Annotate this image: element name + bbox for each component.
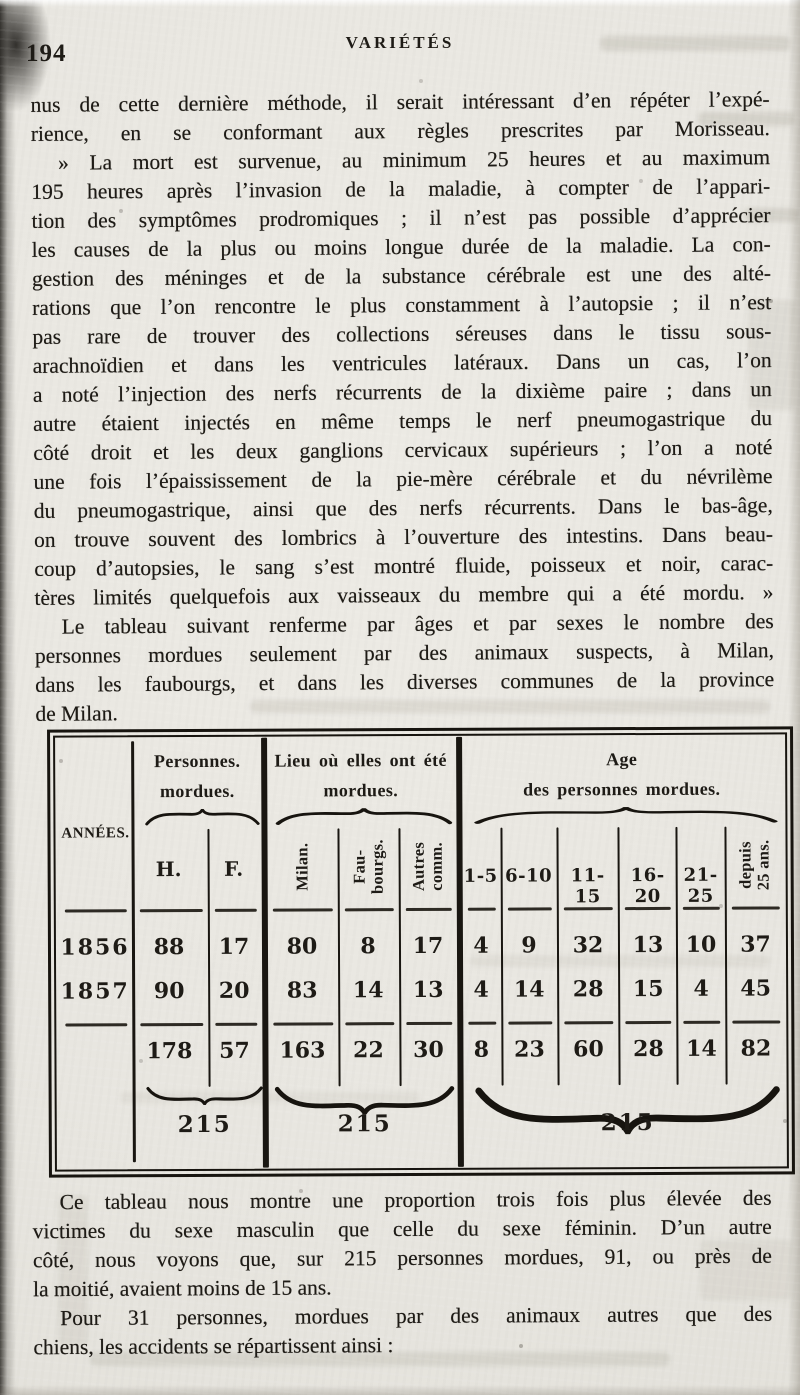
table-vertical-rule xyxy=(500,827,504,1086)
table-dash-rule xyxy=(65,1023,128,1027)
table-dash-rule xyxy=(731,906,780,910)
table-vertical-rule xyxy=(337,828,341,1087)
paragraph: Ce tableau nous montre une proportion tr… xyxy=(32,1184,772,1305)
bleed-artifact xyxy=(250,700,770,713)
text-line: Pour 31 personnes, mordues par des anima… xyxy=(60,1301,773,1331)
body-text-lower: Ce tableau nous montre une proportion tr… xyxy=(32,1184,773,1363)
table-vertical-rule xyxy=(131,741,136,1163)
table-vertical-rule xyxy=(556,827,560,1086)
paragraph: Pour 31 personnes, mordues par des anima… xyxy=(33,1300,772,1363)
paragraph: Le tableau suivant renferme par âges et … xyxy=(35,607,775,729)
text-line: côté, nous voyons que, sur 215 personnes… xyxy=(32,1243,772,1273)
brace-under-icon xyxy=(473,1083,783,1139)
bleed-artifact xyxy=(600,36,790,51)
table-vertical-rule xyxy=(398,828,402,1087)
text-line: dans les faubourgs, et dans les diverses… xyxy=(35,667,775,697)
bleed-artifact xyxy=(58,1195,88,1345)
text-line: Ce tableau nous montre une proportion tr… xyxy=(59,1185,772,1215)
table-dash-rule xyxy=(405,907,452,912)
scan-corner-shadow xyxy=(0,0,66,140)
scan-edge-top xyxy=(0,0,800,7)
table-vertical-rule xyxy=(456,736,464,1167)
brace-over-icon xyxy=(274,807,453,826)
table-dash-rule xyxy=(215,1022,258,1026)
table-dash-rule xyxy=(272,908,333,912)
bleed-artifact xyxy=(700,1240,792,1300)
bleed-artifact xyxy=(90,1352,670,1366)
table-dash-rule xyxy=(140,1022,204,1027)
table-vertical-rule xyxy=(724,826,728,1085)
statistics-table: ANNÉES. Personnes. mordues. Lieu où elle… xyxy=(47,726,795,1178)
table-dash-rule xyxy=(507,907,552,911)
table-dash-rule xyxy=(467,907,496,911)
table-dash-rule xyxy=(732,1020,781,1024)
scan-edge-left xyxy=(0,0,16,1395)
table-vertical-rule xyxy=(675,826,679,1085)
body-text-upper: nus de cette dernière méthode, il serait… xyxy=(31,85,775,729)
table-vertical-rule xyxy=(207,828,211,1087)
table-vertical-rule xyxy=(617,827,621,1086)
bleed-artifact xyxy=(698,112,794,126)
bleed-artifact xyxy=(744,208,798,222)
table-dash-rule xyxy=(139,908,203,913)
paragraph: » La mort est survenue, au minimum 25 he… xyxy=(31,143,774,613)
scan-edge-bottom xyxy=(0,1385,800,1395)
table-dash-rule xyxy=(508,1021,553,1025)
table-dash-rule xyxy=(345,1022,395,1026)
table-dash-rule xyxy=(563,907,613,911)
table-dash-rule xyxy=(406,1021,453,1026)
table-rules xyxy=(47,726,795,1177)
paper-specks xyxy=(0,0,2,2)
table-dash-rule xyxy=(564,1021,614,1025)
text-line: de Milan. xyxy=(35,701,118,726)
text-line: chiens, les accidents se répartissent ai… xyxy=(33,1333,394,1360)
page-number: 194 xyxy=(26,40,67,67)
table-dash-rule xyxy=(344,908,394,912)
running-title: VARIÉTÉS xyxy=(345,33,455,52)
brace-over-icon xyxy=(144,808,260,827)
table-vertical-rule xyxy=(261,737,269,1168)
bleed-artifact xyxy=(748,300,796,410)
table-dash-rule xyxy=(214,908,257,912)
paragraph: nus de cette dernière méthode, il serait… xyxy=(31,85,770,149)
table-dash-rule xyxy=(683,1020,721,1024)
brace-under-icon xyxy=(146,1086,264,1109)
table-dash-rule xyxy=(273,1022,334,1026)
text-line: victimes du sexe masculin que celle du s… xyxy=(32,1214,772,1244)
brace-over-icon xyxy=(471,806,780,824)
text-line: la moitié, avaient moins de 15 ans. xyxy=(33,1275,332,1302)
table-dash-rule xyxy=(682,906,720,910)
brace-under-icon xyxy=(274,1085,456,1118)
table-dash-rule xyxy=(64,909,127,913)
table-dash-rule xyxy=(624,906,671,911)
table-dash-rule xyxy=(468,1021,497,1025)
table-dash-rule xyxy=(625,1020,672,1025)
